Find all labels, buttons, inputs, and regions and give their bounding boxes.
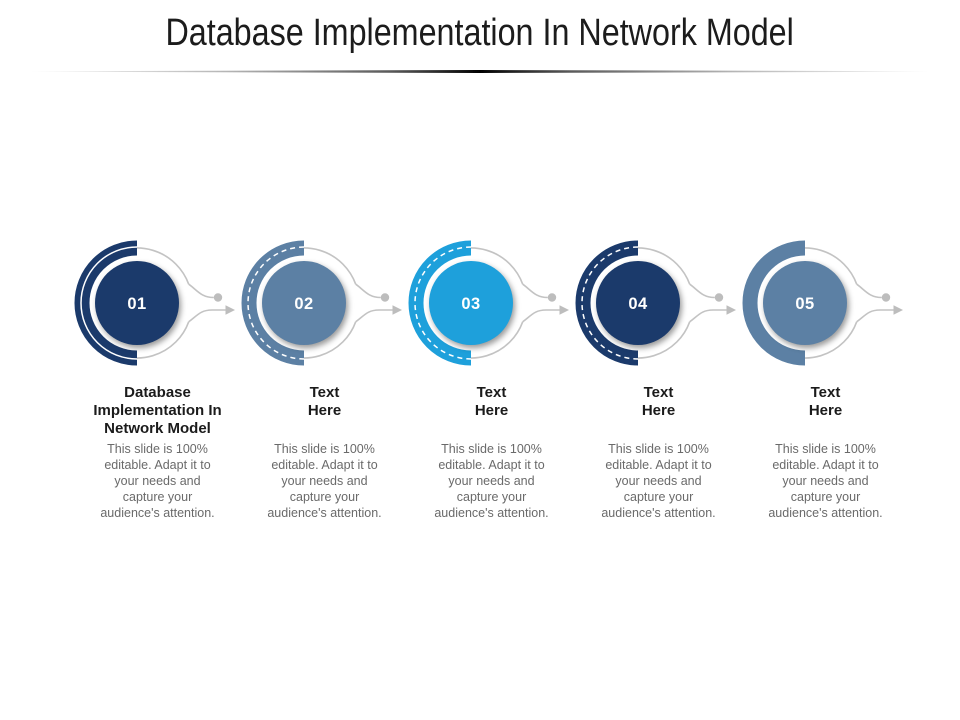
step-graphic-03: 03	[408, 240, 569, 366]
page-title: Database Implementation In Network Model	[165, 12, 795, 54]
step-half-ring	[241, 240, 305, 366]
step-half-ring	[575, 240, 639, 366]
connector-dot-icon	[213, 293, 223, 302]
step-heading: Text Here	[808, 384, 843, 419]
step-number: 01	[127, 295, 146, 313]
step-circle	[262, 261, 346, 345]
title-divider-line	[30, 70, 930, 73]
step-heading: Text Here	[474, 384, 509, 419]
connector-dot-icon	[380, 293, 390, 302]
process-steps-row: 01 Database Implementation In Network Mo…	[74, 230, 909, 521]
connector-branch-upper	[689, 283, 715, 299]
step-heading: Database Implementation In Network Model	[93, 384, 222, 437]
connector-arrow-icon	[225, 305, 235, 315]
connector-arrow-icon	[893, 305, 903, 315]
step-item-04: 04 Text Here This slide is 100% editable…	[575, 230, 742, 521]
step-item-02: 02 Text Here This slide is 100% editable…	[241, 230, 408, 521]
step-half-ring	[408, 240, 472, 366]
connector-branch-upper	[522, 283, 548, 299]
step-item-03: 03 Text Here This slide is 100% editable…	[408, 230, 575, 521]
connector-dot-icon	[714, 293, 724, 302]
step-half-ring	[742, 240, 806, 366]
step-number: 03	[461, 295, 480, 313]
step-number: 05	[795, 295, 814, 313]
step-number: 04	[628, 295, 648, 313]
connector-branch-lower	[355, 309, 393, 323]
step-circle	[596, 261, 680, 345]
connector-arrow-icon	[559, 305, 569, 315]
step-number: 02	[294, 295, 313, 313]
step-heading: Text Here	[641, 384, 676, 419]
step-graphic-05: 05	[742, 240, 903, 366]
step-description: This slide is 100% editable. Adapt it to…	[434, 442, 549, 520]
connector-branch-lower	[689, 309, 727, 323]
connector-branch-upper	[355, 283, 381, 299]
step-item-05: 05 Text Here This slide is 100% editable…	[742, 230, 909, 521]
connector-arrow-icon	[392, 305, 402, 315]
step-heading: Text Here	[307, 384, 342, 419]
slide-header: Database Implementation In Network Model	[0, 10, 960, 58]
connector-branch-upper	[856, 283, 882, 299]
step-item-01: 01 Database Implementation In Network Mo…	[74, 230, 241, 521]
connector-dot-icon	[547, 293, 557, 302]
step-graphic-01: 01	[74, 240, 235, 366]
step-graphic-02: 02	[241, 240, 402, 366]
step-graphic-04: 04	[575, 240, 736, 366]
connector-arrow-icon	[726, 305, 736, 315]
connector-branch-lower	[188, 309, 226, 323]
step-description: This slide is 100% editable. Adapt it to…	[100, 442, 215, 520]
connector-branch-lower	[522, 309, 560, 323]
step-half-ring	[74, 240, 138, 366]
connector-dot-icon	[881, 293, 891, 302]
step-description: This slide is 100% editable. Adapt it to…	[267, 442, 382, 520]
connector-branch-upper	[188, 283, 214, 299]
step-circle	[95, 261, 179, 345]
step-circle	[763, 261, 847, 345]
step-circle	[429, 261, 513, 345]
ring-accent-line	[80, 246, 138, 360]
step-description: This slide is 100% editable. Adapt it to…	[601, 442, 716, 520]
connector-branch-lower	[856, 309, 894, 323]
step-description: This slide is 100% editable. Adapt it to…	[768, 442, 883, 520]
